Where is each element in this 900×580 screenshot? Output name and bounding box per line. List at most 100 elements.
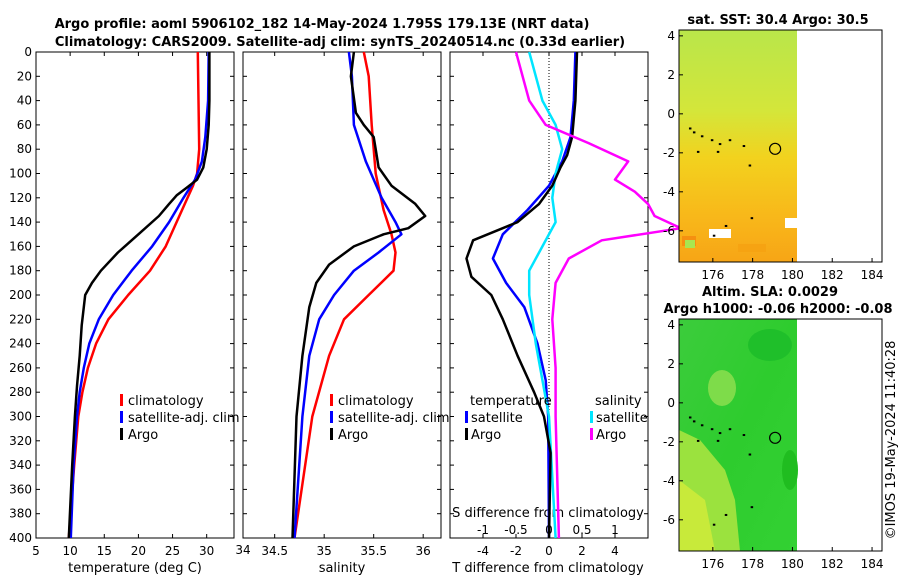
legend-swatch-climatology [120,394,123,406]
map-x-tick-label: 180 [781,268,804,282]
salinity-axes-box [242,51,442,539]
salinity-xlabel: salinity [319,561,366,576]
legend-swatch-satellite [330,411,333,423]
legend-label-climatology: climatology [338,394,414,409]
salinity-lines [291,51,427,539]
legend-swatch-climatology [330,394,333,406]
argo-location-marker [769,142,782,155]
island-mark [750,217,754,220]
legend-label-argo: Argo [128,428,158,443]
s-tick-label: -1 [477,523,489,537]
sst-missing-patch [785,218,797,228]
series-line-temperature-satellite [491,51,577,539]
map-y-tick-label: -6 [663,513,675,527]
map-x-tick-label: 184 [861,268,884,282]
imos-watermark: ©IMOS 19-May-2024 11:40:28 [884,341,899,540]
map-y-tick-label: -2 [663,146,675,160]
map-y-tick-label: 4 [667,318,675,332]
sla-map-title: Altim. SLA: 0.0029 [702,285,838,300]
depth-tick-label: 360 [9,482,32,496]
legend-swatch-s-satellite [590,411,593,423]
x-tick-label: 25 [165,544,180,558]
island-mark [742,145,746,148]
legend-label-climatology: climatology [128,394,204,409]
legend-header-salinity: salinity [595,394,642,409]
depth-tick-label: 320 [9,434,32,448]
depth-tick-label: 300 [9,410,32,424]
temperature-legend: climatology satellite-adj. clim Argo [120,394,240,443]
map-x-tick-label: 178 [741,268,764,282]
temperature-xlabel: temperature (deg C) [68,561,202,576]
series-line-temperature-argo [465,51,579,539]
title-line2: Climatology: CARS2009. Satellite-adj cli… [55,35,625,50]
island-mark [696,439,700,442]
depth-tick-label: 120 [9,191,32,205]
x-tick-label: 34.5 [261,544,288,558]
island-mark [710,139,714,142]
map-x-tick-label: 182 [821,268,844,282]
x-tick-label: 30 [199,544,214,558]
island-mark [700,424,704,427]
legend-label-satellite: satellite-adj. clim [128,411,240,426]
depth-tick-label: 60 [17,118,32,132]
island-mark [724,513,728,516]
temperature-lines [67,51,211,539]
sst-map-axes-box [678,29,883,263]
sst-missing-patch [709,229,731,238]
map-y-tick-label: 0 [667,107,675,121]
map-x-tick-label: 176 [701,268,724,282]
x-tick-label: 4 [611,544,619,558]
x-tick-label: 10 [62,544,77,558]
x-tick-label: -4 [477,544,489,558]
sla-anomaly-blob [708,370,736,406]
island-mark [718,143,722,146]
depth-tick-label: 220 [9,312,32,326]
temperature-axes-box [35,51,235,539]
depth-tick-label: 80 [17,142,32,156]
s-tick-label: -0.5 [504,523,527,537]
s-tick-label: 0.5 [572,523,591,537]
depth-tick-label: 240 [9,337,32,351]
island-mark [742,434,746,437]
title-line1: Argo profile: aoml 5906102_182 14-May-20… [55,17,590,32]
sla-high-region [679,480,715,551]
sst-map-title: sat. SST: 30.4 Argo: 30.5 [687,13,868,28]
sst-map-axes: 176 178 180 182 184 -6 -4 -2 0 2 4 [663,29,883,282]
map-x-tick-label: 182 [821,557,844,571]
x-tick-label: 2 [578,544,586,558]
map-y-tick-label: -4 [663,474,675,488]
map-y-tick-label: 2 [667,68,675,82]
map-y-tick-label: -2 [663,435,675,449]
legend-label-s-argo: Argo [596,428,626,443]
depth-tick-label: 280 [9,385,32,399]
x-tick-label: 20 [131,544,146,558]
island-mark [696,150,700,153]
map-x-tick-label: 180 [781,557,804,571]
legend-label-t-argo: Argo [471,428,501,443]
legend-label-t-satellite: satellite [471,411,523,426]
island-mark [750,506,754,509]
map-x-tick-label: 184 [861,557,884,571]
series-line-salinity-satellite [527,51,564,539]
x-tick-label: 15 [97,544,112,558]
depth-tick-label: 380 [9,507,32,521]
argo-location-marker [769,431,782,444]
island-mark [688,127,692,130]
depth-tick-label: 200 [9,288,32,302]
island-mark [710,428,714,431]
sla-map-subtitle: Argo h1000: -0.06 h2000: -0.08 [663,302,892,317]
depth-tick-label: 20 [17,69,32,83]
x-tick-label: 36 [416,544,431,558]
sla-low-region [782,450,798,490]
island-mark [692,131,696,134]
temperature-panel: 0 20 40 60 80 100 120 140 160 180 200 220 240 260 280 3… [9,45,240,576]
island-mark [748,453,752,456]
difference-panel: -4 -2 0 2 4 -1 -0.5 0 0.5 1 S difference from cl… [449,51,683,576]
depth-tick-label: 40 [17,94,32,108]
x-tick-label: 35.5 [360,544,387,558]
x-tick-label: 0 [545,544,553,558]
island-mark [724,224,728,227]
island-mark [688,416,692,419]
depth-axis: 0 20 40 60 80 100 120 140 160 180 200 220 240 260 280 3… [9,45,32,545]
sla-low-region [748,329,792,361]
